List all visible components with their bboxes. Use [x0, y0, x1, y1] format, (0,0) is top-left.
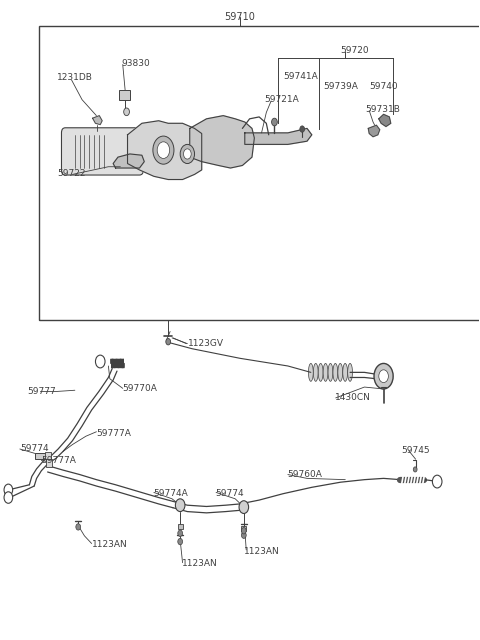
- Text: 1123AN: 1123AN: [244, 547, 279, 556]
- Polygon shape: [245, 129, 312, 145]
- Text: 1123AN: 1123AN: [181, 559, 217, 568]
- Circle shape: [183, 149, 191, 159]
- Circle shape: [272, 118, 277, 126]
- FancyBboxPatch shape: [61, 128, 144, 175]
- Circle shape: [76, 524, 81, 530]
- Text: 59777: 59777: [27, 387, 56, 396]
- Text: 59722: 59722: [57, 169, 85, 179]
- Polygon shape: [113, 154, 144, 168]
- Circle shape: [178, 538, 182, 545]
- Text: 59774: 59774: [20, 445, 48, 454]
- Ellipse shape: [333, 364, 338, 381]
- Text: 59741A: 59741A: [283, 72, 318, 81]
- Circle shape: [178, 530, 182, 536]
- Text: 59760A: 59760A: [287, 470, 322, 479]
- Circle shape: [96, 355, 105, 368]
- Text: 1123AN: 1123AN: [92, 540, 127, 549]
- Circle shape: [4, 484, 12, 495]
- Text: 59739A: 59739A: [324, 82, 359, 91]
- Ellipse shape: [343, 364, 348, 381]
- Bar: [45, 452, 51, 460]
- Circle shape: [153, 136, 174, 164]
- Circle shape: [124, 108, 130, 116]
- Text: 59777A: 59777A: [41, 456, 76, 465]
- Text: 59731B: 59731B: [365, 105, 400, 114]
- Text: 59774: 59774: [215, 489, 244, 498]
- Text: 59777A: 59777A: [96, 429, 132, 438]
- Circle shape: [157, 142, 169, 159]
- Circle shape: [300, 126, 305, 132]
- Text: 59745: 59745: [402, 447, 431, 456]
- Bar: [39, 26, 480, 320]
- Circle shape: [241, 532, 246, 538]
- Text: 59720: 59720: [340, 46, 369, 55]
- Text: 1430CN: 1430CN: [335, 394, 371, 403]
- Ellipse shape: [338, 364, 343, 381]
- Text: 1231DB: 1231DB: [57, 74, 93, 83]
- Polygon shape: [190, 116, 254, 168]
- Polygon shape: [368, 125, 380, 137]
- Bar: [35, 453, 46, 460]
- Text: 59770A: 59770A: [123, 384, 157, 393]
- Ellipse shape: [348, 364, 352, 381]
- Circle shape: [239, 500, 249, 513]
- Circle shape: [166, 339, 170, 345]
- Text: 1123GV: 1123GV: [188, 339, 224, 348]
- Polygon shape: [379, 115, 391, 127]
- Bar: [120, 90, 130, 100]
- Circle shape: [374, 364, 393, 389]
- Circle shape: [4, 492, 12, 503]
- Text: 59710: 59710: [225, 12, 255, 22]
- Ellipse shape: [328, 364, 333, 381]
- Text: 93830: 93830: [121, 59, 150, 68]
- Text: 59774A: 59774A: [153, 489, 188, 498]
- Bar: [178, 524, 182, 529]
- Ellipse shape: [323, 364, 328, 381]
- Ellipse shape: [313, 364, 318, 381]
- Circle shape: [180, 145, 194, 164]
- Ellipse shape: [318, 364, 323, 381]
- Polygon shape: [93, 116, 102, 125]
- Ellipse shape: [309, 364, 313, 381]
- Bar: [241, 526, 246, 531]
- Polygon shape: [128, 121, 202, 179]
- Circle shape: [175, 499, 185, 511]
- Circle shape: [432, 475, 442, 488]
- Circle shape: [379, 370, 388, 383]
- Circle shape: [413, 467, 417, 472]
- Text: 59721A: 59721A: [264, 95, 299, 104]
- Text: 59740: 59740: [369, 82, 398, 91]
- Circle shape: [241, 527, 246, 534]
- Bar: [46, 460, 52, 467]
